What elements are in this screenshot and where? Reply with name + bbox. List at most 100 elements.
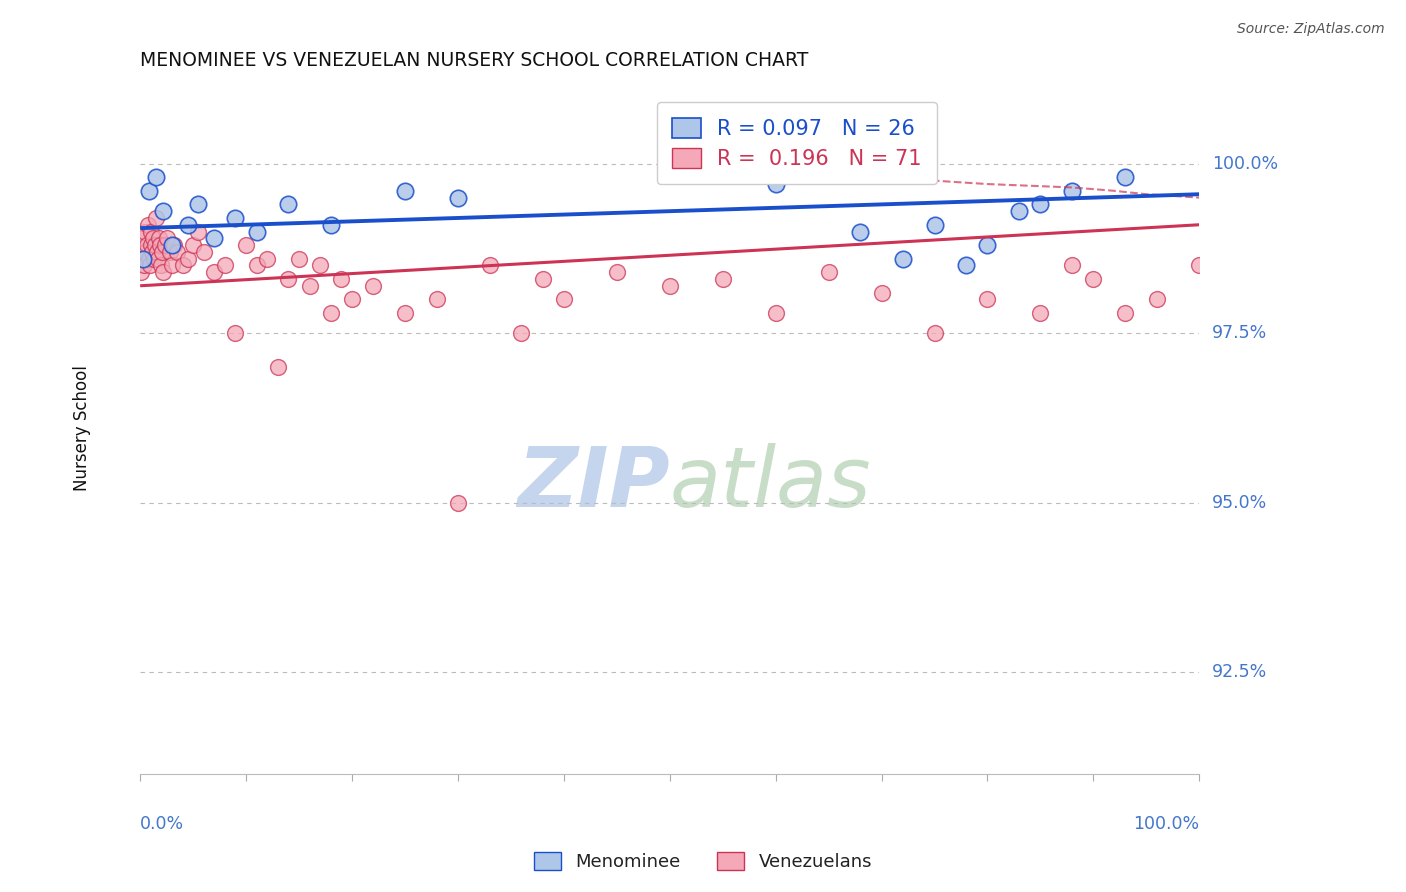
Point xyxy=(214,259,236,273)
Point xyxy=(658,278,681,293)
Point xyxy=(924,218,946,232)
Point xyxy=(976,238,998,252)
Point xyxy=(139,238,162,252)
Point xyxy=(138,184,160,198)
Text: MENOMINEE VS VENEZUELAN NURSERY SCHOOL CORRELATION CHART: MENOMINEE VS VENEZUELAN NURSERY SCHOOL C… xyxy=(141,51,808,70)
Point xyxy=(150,259,173,273)
Point xyxy=(152,244,174,259)
Point xyxy=(152,265,174,279)
Point xyxy=(1188,259,1211,273)
Point xyxy=(159,244,181,259)
Point xyxy=(256,252,278,266)
Point xyxy=(340,293,363,307)
Point xyxy=(166,244,188,259)
Point xyxy=(976,293,998,307)
Legend: R = 0.097   N = 26, R =  0.196   N = 71: R = 0.097 N = 26, R = 0.196 N = 71 xyxy=(657,103,936,185)
Point xyxy=(132,231,155,245)
Point xyxy=(796,163,818,178)
Point xyxy=(298,278,321,293)
Point xyxy=(149,238,172,252)
Point xyxy=(160,238,183,252)
Point xyxy=(394,306,416,320)
Text: ZIP: ZIP xyxy=(517,443,669,524)
Point xyxy=(131,244,153,259)
Point xyxy=(246,225,269,239)
Point xyxy=(156,231,179,245)
Point xyxy=(153,238,176,252)
Point xyxy=(870,285,893,300)
Point xyxy=(181,238,204,252)
Text: Source: ZipAtlas.com: Source: ZipAtlas.com xyxy=(1237,22,1385,37)
Point xyxy=(1029,197,1052,211)
Point xyxy=(553,293,575,307)
Point xyxy=(447,191,470,205)
Point xyxy=(172,259,194,273)
Legend: Menominee, Venezuelans: Menominee, Venezuelans xyxy=(527,845,879,879)
Point xyxy=(1114,170,1136,185)
Point xyxy=(1062,184,1084,198)
Point xyxy=(817,265,839,279)
Text: 97.5%: 97.5% xyxy=(1212,324,1267,343)
Point xyxy=(177,252,200,266)
Point xyxy=(765,177,787,191)
Point xyxy=(394,184,416,198)
Point xyxy=(1083,272,1105,286)
Point xyxy=(136,218,159,232)
Point xyxy=(711,157,734,171)
Point xyxy=(309,259,332,273)
Point xyxy=(145,211,167,225)
Point xyxy=(134,225,156,239)
Point xyxy=(955,259,977,273)
Text: 92.5%: 92.5% xyxy=(1212,664,1267,681)
Point xyxy=(160,259,183,273)
Point xyxy=(163,238,186,252)
Point xyxy=(224,211,246,225)
Text: 0.0%: 0.0% xyxy=(141,814,184,833)
Point xyxy=(267,360,290,375)
Point xyxy=(426,293,449,307)
Point xyxy=(447,496,470,510)
Point xyxy=(531,272,554,286)
Point xyxy=(202,265,225,279)
Point xyxy=(141,244,163,259)
Point xyxy=(1146,293,1168,307)
Point xyxy=(146,244,169,259)
Point xyxy=(135,238,157,252)
Text: 95.0%: 95.0% xyxy=(1212,494,1267,512)
Point xyxy=(224,326,246,341)
Point xyxy=(330,272,353,286)
Point xyxy=(202,231,225,245)
Point xyxy=(134,259,156,273)
Point xyxy=(235,238,257,252)
Point xyxy=(145,170,167,185)
Point xyxy=(148,252,170,266)
Point xyxy=(319,218,342,232)
Point xyxy=(1029,306,1052,320)
Point xyxy=(138,259,160,273)
Point xyxy=(478,259,501,273)
Point xyxy=(134,244,156,259)
Text: Nursery School: Nursery School xyxy=(73,365,91,491)
Point xyxy=(187,197,209,211)
Point xyxy=(142,252,165,266)
Point xyxy=(849,225,872,239)
Point xyxy=(510,326,533,341)
Point xyxy=(1062,259,1084,273)
Point xyxy=(319,306,342,320)
Point xyxy=(361,278,384,293)
Text: 100.0%: 100.0% xyxy=(1133,814,1199,833)
Point xyxy=(891,252,914,266)
Point xyxy=(246,259,269,273)
Point xyxy=(142,231,165,245)
Point xyxy=(132,252,155,266)
Point xyxy=(288,252,311,266)
Point xyxy=(606,265,628,279)
Text: atlas: atlas xyxy=(669,443,872,524)
Point xyxy=(193,244,215,259)
Point xyxy=(711,272,734,286)
Point xyxy=(129,265,152,279)
Point xyxy=(143,238,166,252)
Point xyxy=(187,225,209,239)
Text: 100.0%: 100.0% xyxy=(1212,154,1278,173)
Point xyxy=(924,326,946,341)
